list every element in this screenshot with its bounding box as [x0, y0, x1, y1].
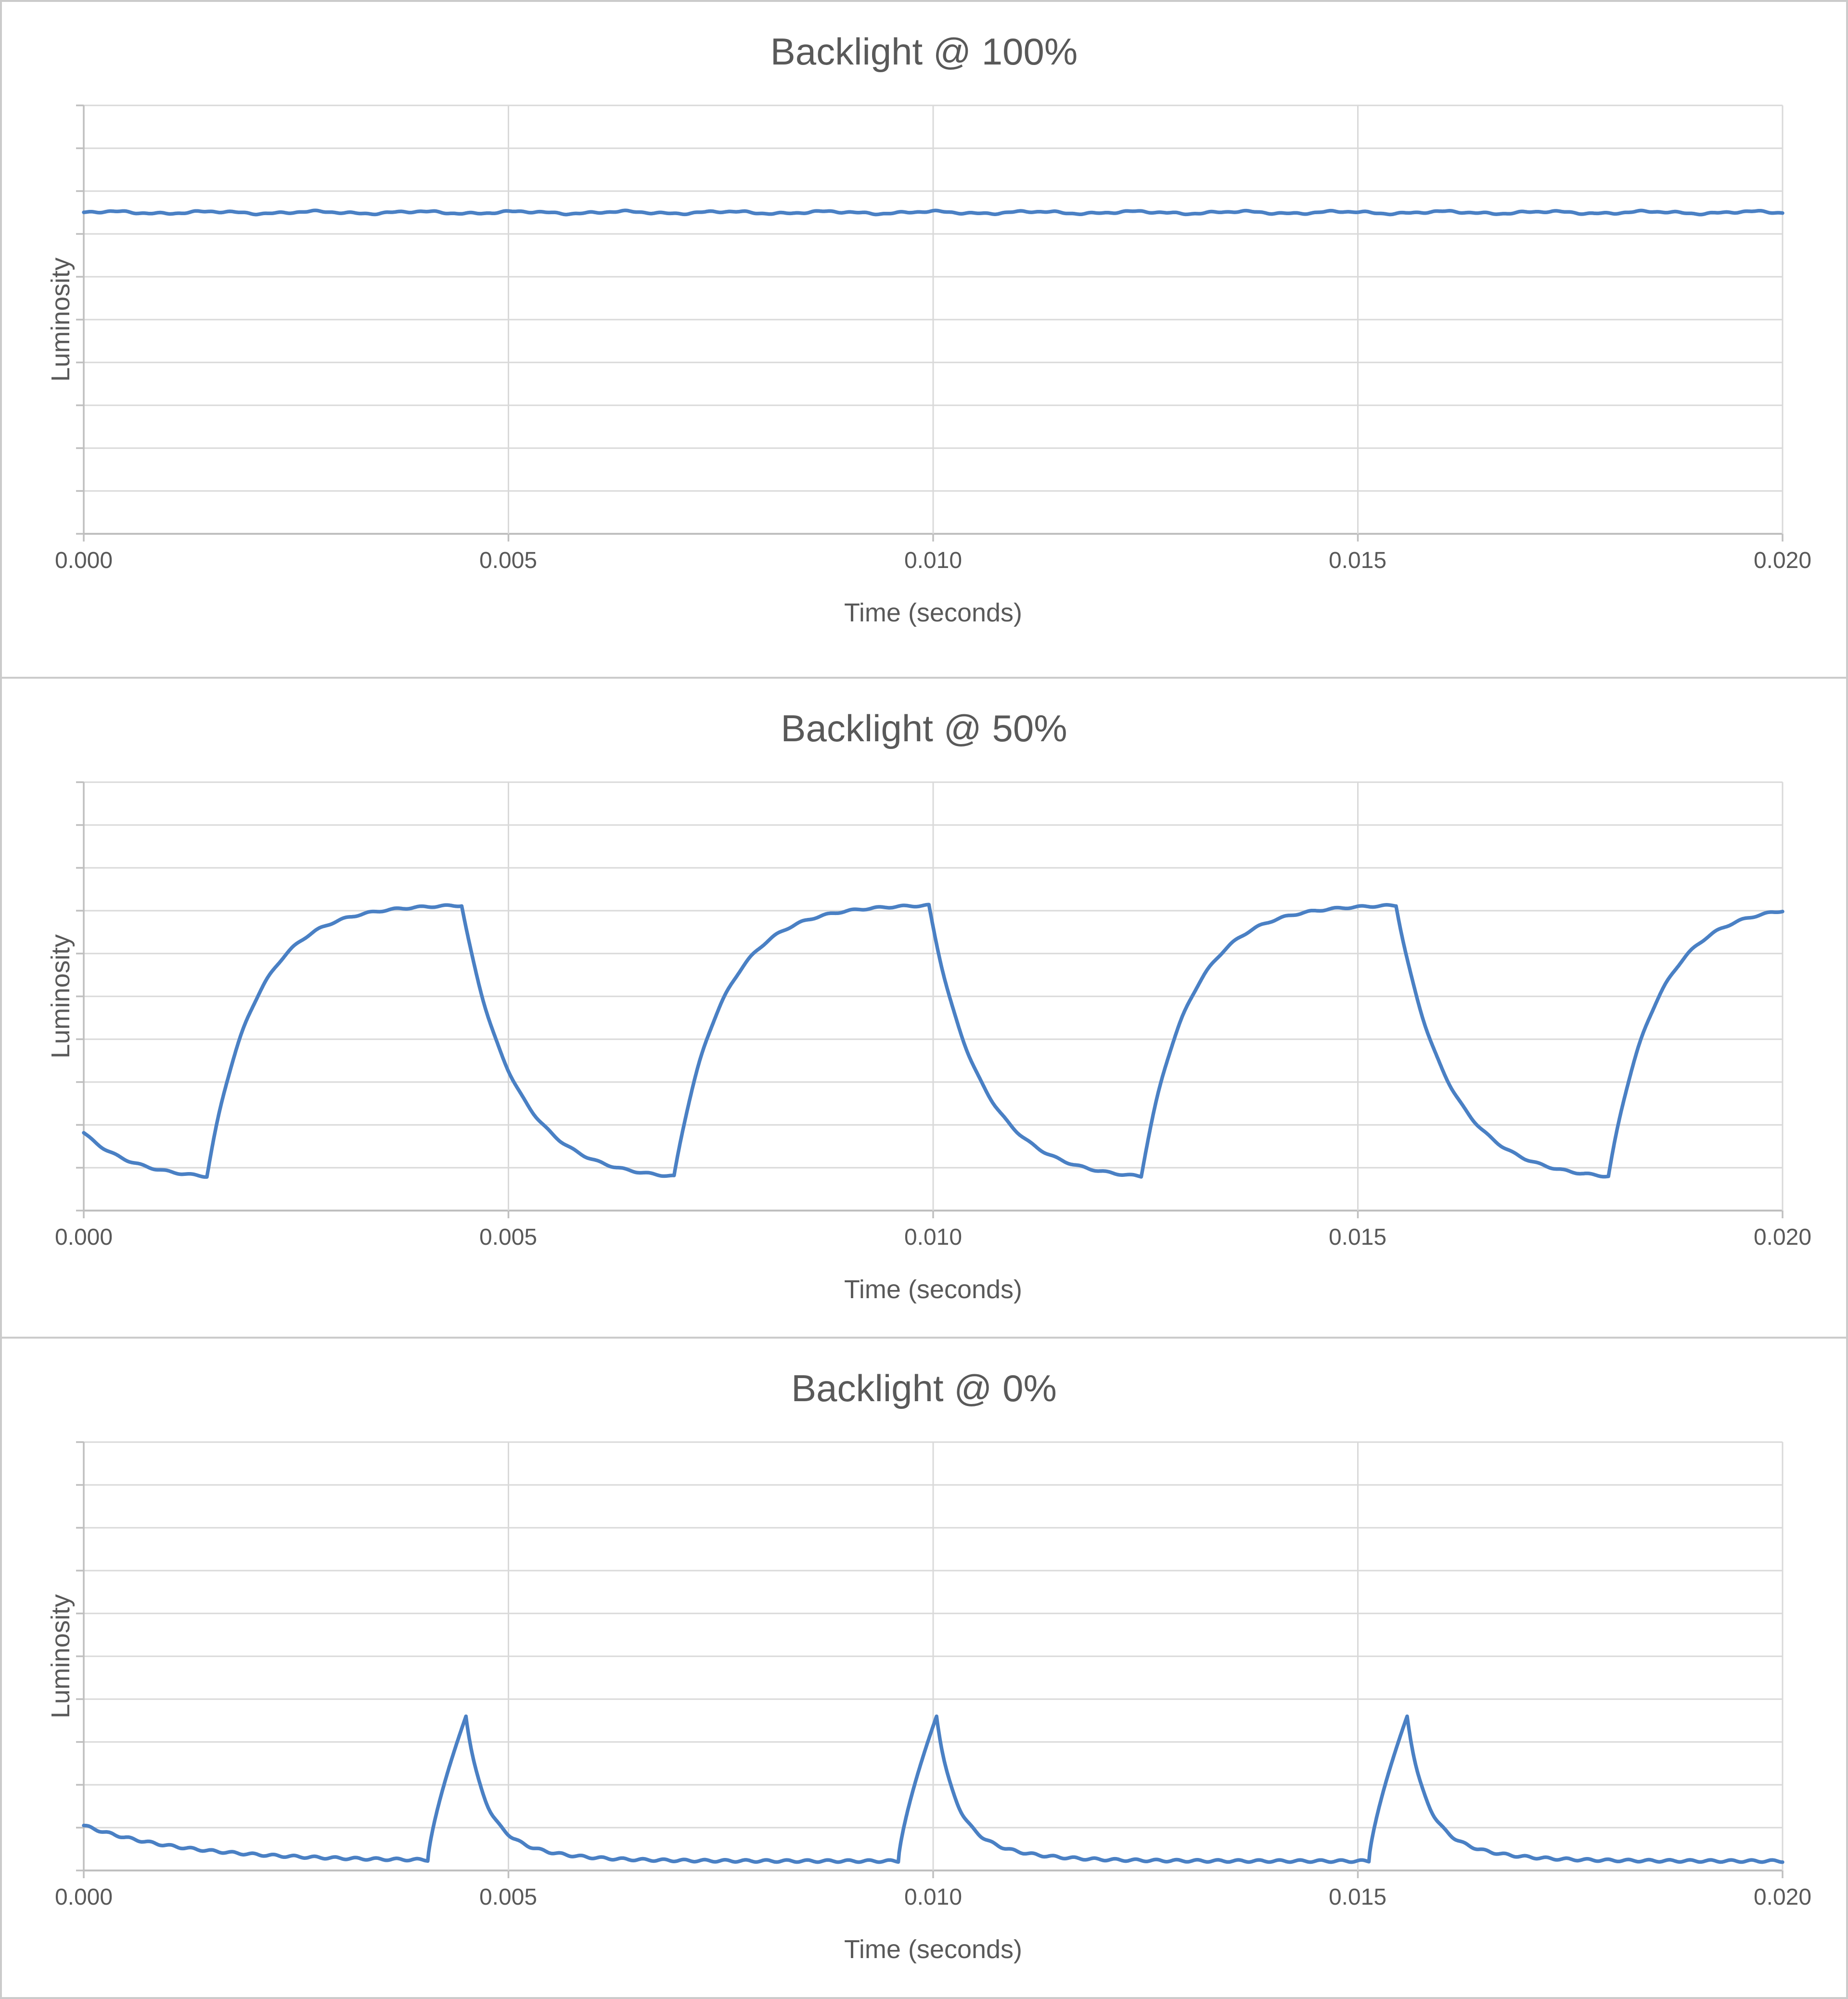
y-axis-title: Luminosity — [46, 934, 75, 1059]
x-tick-label: 0.000 — [54, 1884, 113, 1910]
x-tick-label: 0.005 — [479, 548, 538, 573]
plot-area — [76, 104, 1784, 542]
x-tick-label: 0.020 — [1753, 1225, 1812, 1250]
chart-panel-backlight-0: Backlight @ 0% Luminosity 0.000 0.005 0.… — [0, 1337, 1848, 1999]
chart-title: Backlight @ 100% — [770, 30, 1078, 73]
x-tick-label: 0.010 — [904, 1884, 962, 1910]
x-tick-label: 0.010 — [904, 548, 962, 573]
chart-title: Backlight @ 0% — [791, 1367, 1057, 1409]
luminosity-trace — [82, 208, 1784, 217]
luminosity-trace — [82, 1714, 1784, 1864]
luminosity-trace — [82, 903, 1784, 1179]
plot-area — [76, 781, 1784, 1218]
y-axis-title: Luminosity — [46, 257, 75, 382]
chart-panel-backlight-100: Backlight @ 100% Luminosity 0.000 0.005 … — [0, 0, 1848, 679]
x-axis-title: Time (seconds) — [844, 1275, 1023, 1304]
x-tick-label: 0.015 — [1328, 548, 1387, 573]
chart-title: Backlight @ 50% — [781, 707, 1067, 749]
x-tick-label: 0.000 — [54, 1225, 113, 1250]
chart-panel-backlight-50: Backlight @ 50% Luminosity 0.000 0.005 0… — [0, 677, 1848, 1339]
x-axis-title: Time (seconds) — [844, 598, 1023, 627]
plot-area — [76, 1441, 1784, 1878]
x-axis-title: Time (seconds) — [844, 1935, 1023, 1964]
x-tick-label: 0.005 — [479, 1225, 538, 1250]
x-tick-label: 0.015 — [1328, 1225, 1387, 1250]
x-tick-label: 0.000 — [54, 548, 113, 573]
x-tick-label: 0.010 — [904, 1225, 962, 1250]
x-tick-label: 0.015 — [1328, 1884, 1387, 1910]
x-tick-label: 0.020 — [1753, 1884, 1812, 1910]
x-tick-label: 0.005 — [479, 1884, 538, 1910]
y-axis-title: Luminosity — [46, 1594, 75, 1719]
x-tick-label: 0.020 — [1753, 548, 1812, 573]
